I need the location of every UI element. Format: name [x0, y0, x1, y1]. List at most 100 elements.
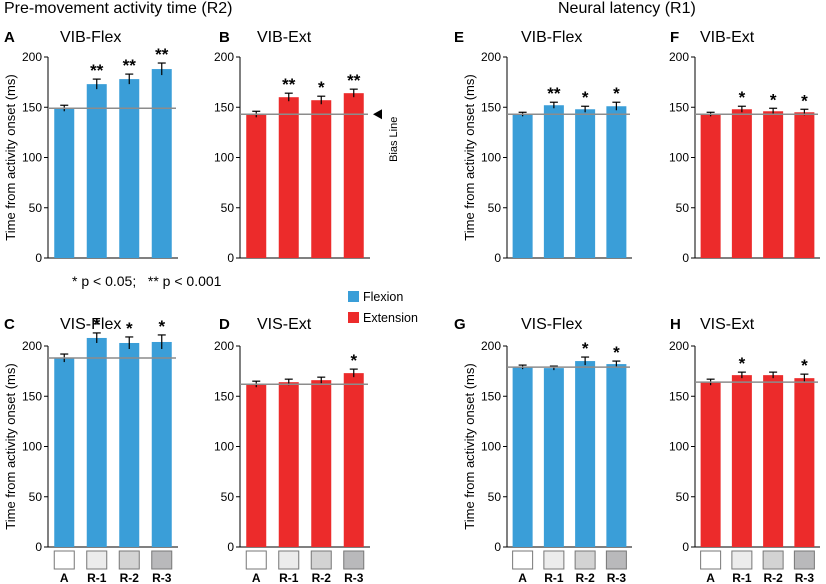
panel-title-g: VIS-Flex	[521, 316, 582, 333]
legend: Flexion Extension	[338, 286, 426, 328]
panel-letter-f: F	[670, 29, 679, 46]
panel-letter-c: C	[4, 316, 15, 333]
y-tick-label-h: 200	[669, 339, 689, 353]
y-tick-label-d: 200	[214, 339, 234, 353]
x-tick-label-c: R-3	[152, 571, 172, 584]
bar-d-r-2	[311, 380, 332, 547]
bar-d-a	[246, 384, 267, 547]
y-tick-label-c: 100	[22, 440, 42, 454]
x-tick-label-c: R-1	[87, 571, 107, 584]
bar-b-r-1	[278, 97, 299, 258]
condition-swatch-g	[605, 550, 627, 570]
condition-swatch-d	[245, 550, 267, 570]
y-tick-label-e: 200	[481, 50, 501, 64]
condition-swatch-g	[543, 550, 565, 570]
y-tick-label-e: 100	[481, 151, 501, 165]
significance-marker-a: **	[155, 45, 169, 64]
y-tick-label-b: 150	[214, 100, 234, 114]
bar-b-r-2	[311, 100, 332, 258]
condition-swatch-h	[700, 550, 722, 570]
y-tick-label-d: 150	[214, 389, 234, 403]
y-tick-label-g: 150	[481, 389, 501, 403]
y-tick-label-a: 150	[22, 100, 42, 114]
significance-marker-a: **	[90, 61, 104, 80]
legend-label-extension: Extension	[363, 310, 418, 325]
y-tick-label-b: 0	[227, 251, 234, 265]
y-tick-label-a: 100	[22, 151, 42, 165]
bar-a-r-3	[151, 69, 172, 258]
y-tick-label-h: 0	[682, 540, 689, 554]
condition-swatch-c	[53, 550, 75, 570]
y-tick-label-h: 150	[669, 389, 689, 403]
bar-f-a	[700, 114, 721, 258]
significance-marker-h: *	[801, 356, 808, 375]
panel-letter-h: H	[670, 316, 681, 333]
condition-swatch-h	[793, 550, 815, 570]
x-tick-label-h: R-1	[732, 571, 752, 584]
significance-marker-b: **	[282, 75, 296, 94]
y-tick-label-b: 200	[214, 50, 234, 64]
bar-c-r-3	[151, 341, 172, 547]
bias-line-label: Bias Line	[388, 117, 400, 162]
y-tick-label-h: 50	[676, 490, 690, 504]
x-tick-label-g: R-2	[575, 571, 595, 584]
y-axis-label-c: Time from activity onset (ms)	[3, 363, 18, 529]
x-tick-label-c: R-2	[120, 571, 140, 584]
significance-marker-b: *	[318, 78, 325, 97]
y-tick-label-g: 0	[494, 540, 501, 554]
significance-marker-c: *	[93, 315, 100, 334]
x-tick-label-h: A	[706, 571, 715, 584]
bar-a-r-2	[119, 79, 140, 258]
y-tick-label-f: 0	[682, 251, 689, 265]
panel-letter-g: G	[454, 316, 466, 333]
x-tick-label-g: R-3	[607, 571, 627, 584]
y-tick-label-c: 200	[22, 339, 42, 353]
legend-swatch-flexion	[348, 291, 359, 302]
bar-g-r-1	[543, 368, 564, 547]
y-tick-label-d: 50	[221, 490, 235, 504]
bar-h-r-1	[731, 375, 752, 547]
y-axis-label-e: Time from activity onset (ms)	[462, 74, 477, 240]
x-tick-label-c: A	[60, 571, 69, 584]
significance-marker-g: *	[582, 339, 589, 358]
y-tick-label-e: 0	[494, 251, 501, 265]
bar-a-a	[54, 108, 75, 258]
y-tick-label-g: 100	[481, 440, 501, 454]
y-tick-label-f: 100	[669, 151, 689, 165]
bar-h-a	[700, 382, 721, 547]
x-tick-label-d: R-2	[312, 571, 332, 584]
significance-note: * p < 0.05; ** p < 0.001	[72, 273, 222, 289]
y-tick-label-e: 50	[488, 201, 502, 215]
significance-marker-d: *	[350, 351, 357, 370]
bar-d-r-3	[343, 373, 364, 547]
y-tick-label-b: 50	[221, 201, 235, 215]
significance-marker-f: *	[801, 91, 808, 110]
significance-marker-e: *	[613, 84, 620, 103]
bar-h-r-2	[763, 375, 784, 547]
significance-marker-e: **	[547, 84, 561, 103]
x-tick-label-g: A	[518, 571, 527, 584]
y-tick-label-f: 50	[676, 201, 690, 215]
bar-b-r-3	[343, 93, 364, 259]
bar-e-r-1	[543, 105, 564, 259]
y-tick-label-g: 50	[488, 490, 502, 504]
y-axis-label-a: Time from activity onset (ms)	[3, 74, 18, 240]
panel-title-e: VIB-Flex	[521, 29, 582, 46]
condition-swatch-g	[574, 550, 596, 570]
condition-swatch-d	[343, 550, 365, 570]
panel-letter-e: E	[454, 29, 464, 46]
panel-title-h: VIS-Ext	[700, 316, 755, 333]
x-tick-label-d: A	[252, 571, 261, 584]
condition-swatch-c	[118, 550, 140, 570]
x-tick-label-g: R-1	[544, 571, 564, 584]
y-tick-label-d: 100	[214, 440, 234, 454]
significance-marker-f: *	[770, 90, 777, 109]
bar-b-a	[246, 114, 267, 258]
legend-item-flexion: Flexion	[338, 286, 426, 307]
panel-title-f: VIB-Ext	[700, 29, 755, 46]
panel-title-c: VIS-Flex	[60, 316, 121, 333]
y-tick-label-g: 200	[481, 339, 501, 353]
section-title-right: Neural latency (R1)	[558, 0, 696, 17]
condition-swatch-h	[731, 550, 753, 570]
